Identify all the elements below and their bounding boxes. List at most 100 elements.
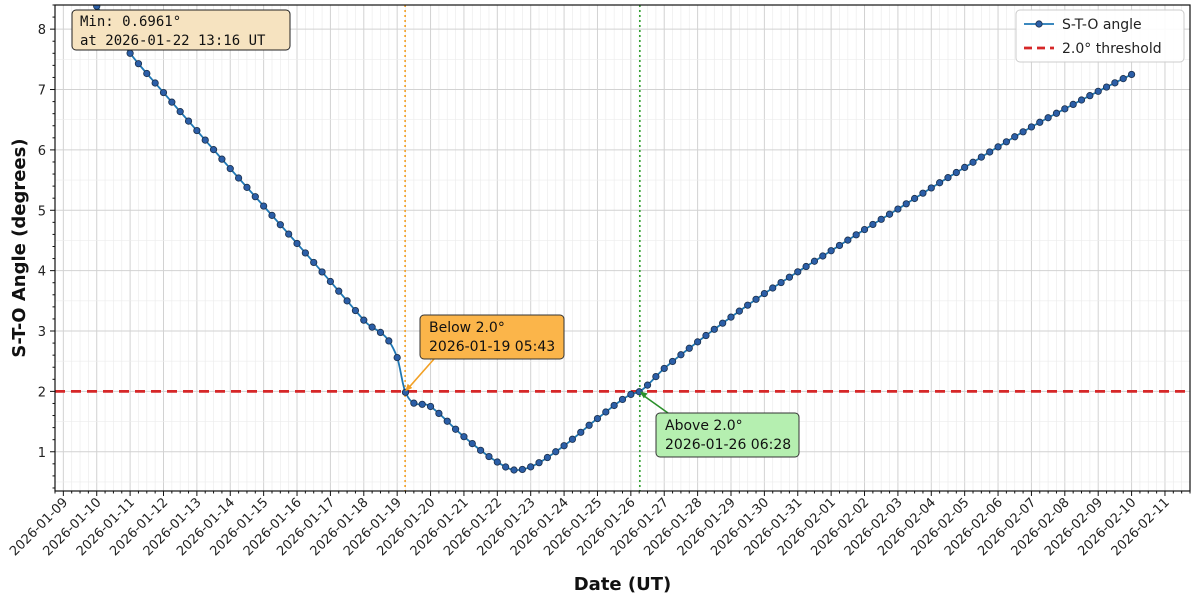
series-marker (151, 79, 159, 87)
series-marker (1086, 92, 1094, 100)
series-marker (335, 287, 343, 295)
annotation-box-above (655, 412, 800, 458)
series-marker (885, 210, 894, 218)
series-marker (1052, 109, 1061, 117)
series-marker (235, 174, 243, 182)
series-marker (677, 351, 685, 359)
series-marker (869, 220, 877, 229)
annotation-text-above: Above 2.0° (665, 418, 743, 434)
series-marker (627, 390, 635, 399)
grid (54, 5, 1191, 491)
series-marker (301, 249, 309, 257)
series-marker (694, 338, 702, 346)
series-marker (1069, 100, 1077, 109)
x-ticks: 2026-01-092026-01-102026-01-112026-01-12… (7, 491, 1191, 559)
annotation-arrow (407, 358, 435, 389)
series-marker (560, 442, 568, 450)
crossing-lines (404, 5, 641, 491)
series-marker (201, 136, 209, 144)
series-marker (752, 295, 760, 303)
series-marker (393, 353, 401, 362)
series-marker (1061, 105, 1069, 113)
annotation-text-above: 2026-01-26 06:28 (665, 437, 791, 453)
series-marker (543, 453, 551, 462)
series-marker (451, 425, 460, 433)
series-marker (827, 247, 835, 255)
series-marker (318, 268, 326, 276)
series-marker (618, 395, 627, 404)
series-marker (668, 357, 677, 366)
series-marker (1094, 87, 1102, 95)
legend-label: S-T-O angle (1062, 17, 1142, 33)
series-marker (535, 459, 543, 467)
y-tick-label: 3 (38, 325, 46, 340)
series-marker (944, 174, 952, 182)
series-marker (568, 435, 577, 443)
series-marker (268, 211, 276, 219)
series-marker (184, 117, 193, 125)
series-marker (401, 388, 410, 396)
series-marker (93, 5, 101, 10)
annotation-text-below: Below 2.0° (429, 320, 505, 336)
series-layer (93, 5, 1136, 474)
y-tick-label: 7 (38, 84, 46, 99)
series-marker (193, 126, 201, 135)
series-marker (468, 439, 476, 448)
series-marker (710, 325, 718, 333)
series-marker (685, 344, 693, 352)
series-marker (643, 381, 652, 389)
series-marker (769, 284, 777, 292)
series-marker (168, 98, 176, 106)
series-marker (159, 88, 168, 97)
series-marker (1102, 83, 1111, 91)
y-ticks: 1 2 3 4 5 6 7 8 (38, 4, 55, 489)
series-marker (1127, 70, 1136, 79)
series-marker (1119, 75, 1127, 83)
series-marker (351, 306, 360, 315)
series-marker (602, 408, 610, 416)
series-marker (727, 313, 735, 321)
series-marker (502, 463, 510, 471)
series-marker (919, 189, 927, 197)
series-marker (426, 402, 435, 411)
series-marker (260, 202, 268, 210)
series-marker (835, 241, 844, 250)
y-axis-title: S-T-O Angle (degrees) (9, 138, 30, 357)
series-marker (293, 239, 301, 248)
series-marker (802, 262, 810, 271)
series-marker (410, 399, 418, 407)
series-marker (1111, 79, 1119, 87)
series-marker (894, 205, 902, 213)
y-tick-label: 5 (38, 204, 46, 219)
series-marker (485, 452, 493, 461)
series-marker (435, 409, 443, 418)
series-marker (143, 69, 151, 78)
legend-swatch-marker (1035, 20, 1043, 28)
series-marker (243, 183, 251, 191)
series-marker (961, 163, 969, 172)
series-marker (977, 153, 985, 161)
series-marker (1044, 114, 1052, 122)
series-marker (418, 400, 426, 408)
annotation-arrowhead (405, 383, 413, 392)
series-marker (936, 179, 944, 187)
series-marker (218, 155, 226, 163)
series-marker (593, 414, 602, 423)
series-marker (226, 165, 234, 173)
y-tick-label: 6 (38, 144, 46, 159)
y-tick-label: 8 (38, 23, 46, 38)
series-marker (443, 417, 451, 425)
series-marker (518, 465, 526, 474)
y-tick-label: 4 (38, 265, 46, 280)
series-marker (660, 364, 668, 373)
series-marker (176, 108, 184, 116)
annotation-text-below: 2026-01-19 05:43 (429, 339, 555, 355)
series-marker (310, 258, 318, 267)
annotation-arrowhead (639, 391, 648, 399)
annotations: Min: 0.6961° at 2026-01-22 13:16 UT Below … (71, 9, 800, 458)
series-marker (134, 60, 143, 68)
annotation-box-min (71, 9, 291, 51)
series-marker (326, 277, 335, 286)
